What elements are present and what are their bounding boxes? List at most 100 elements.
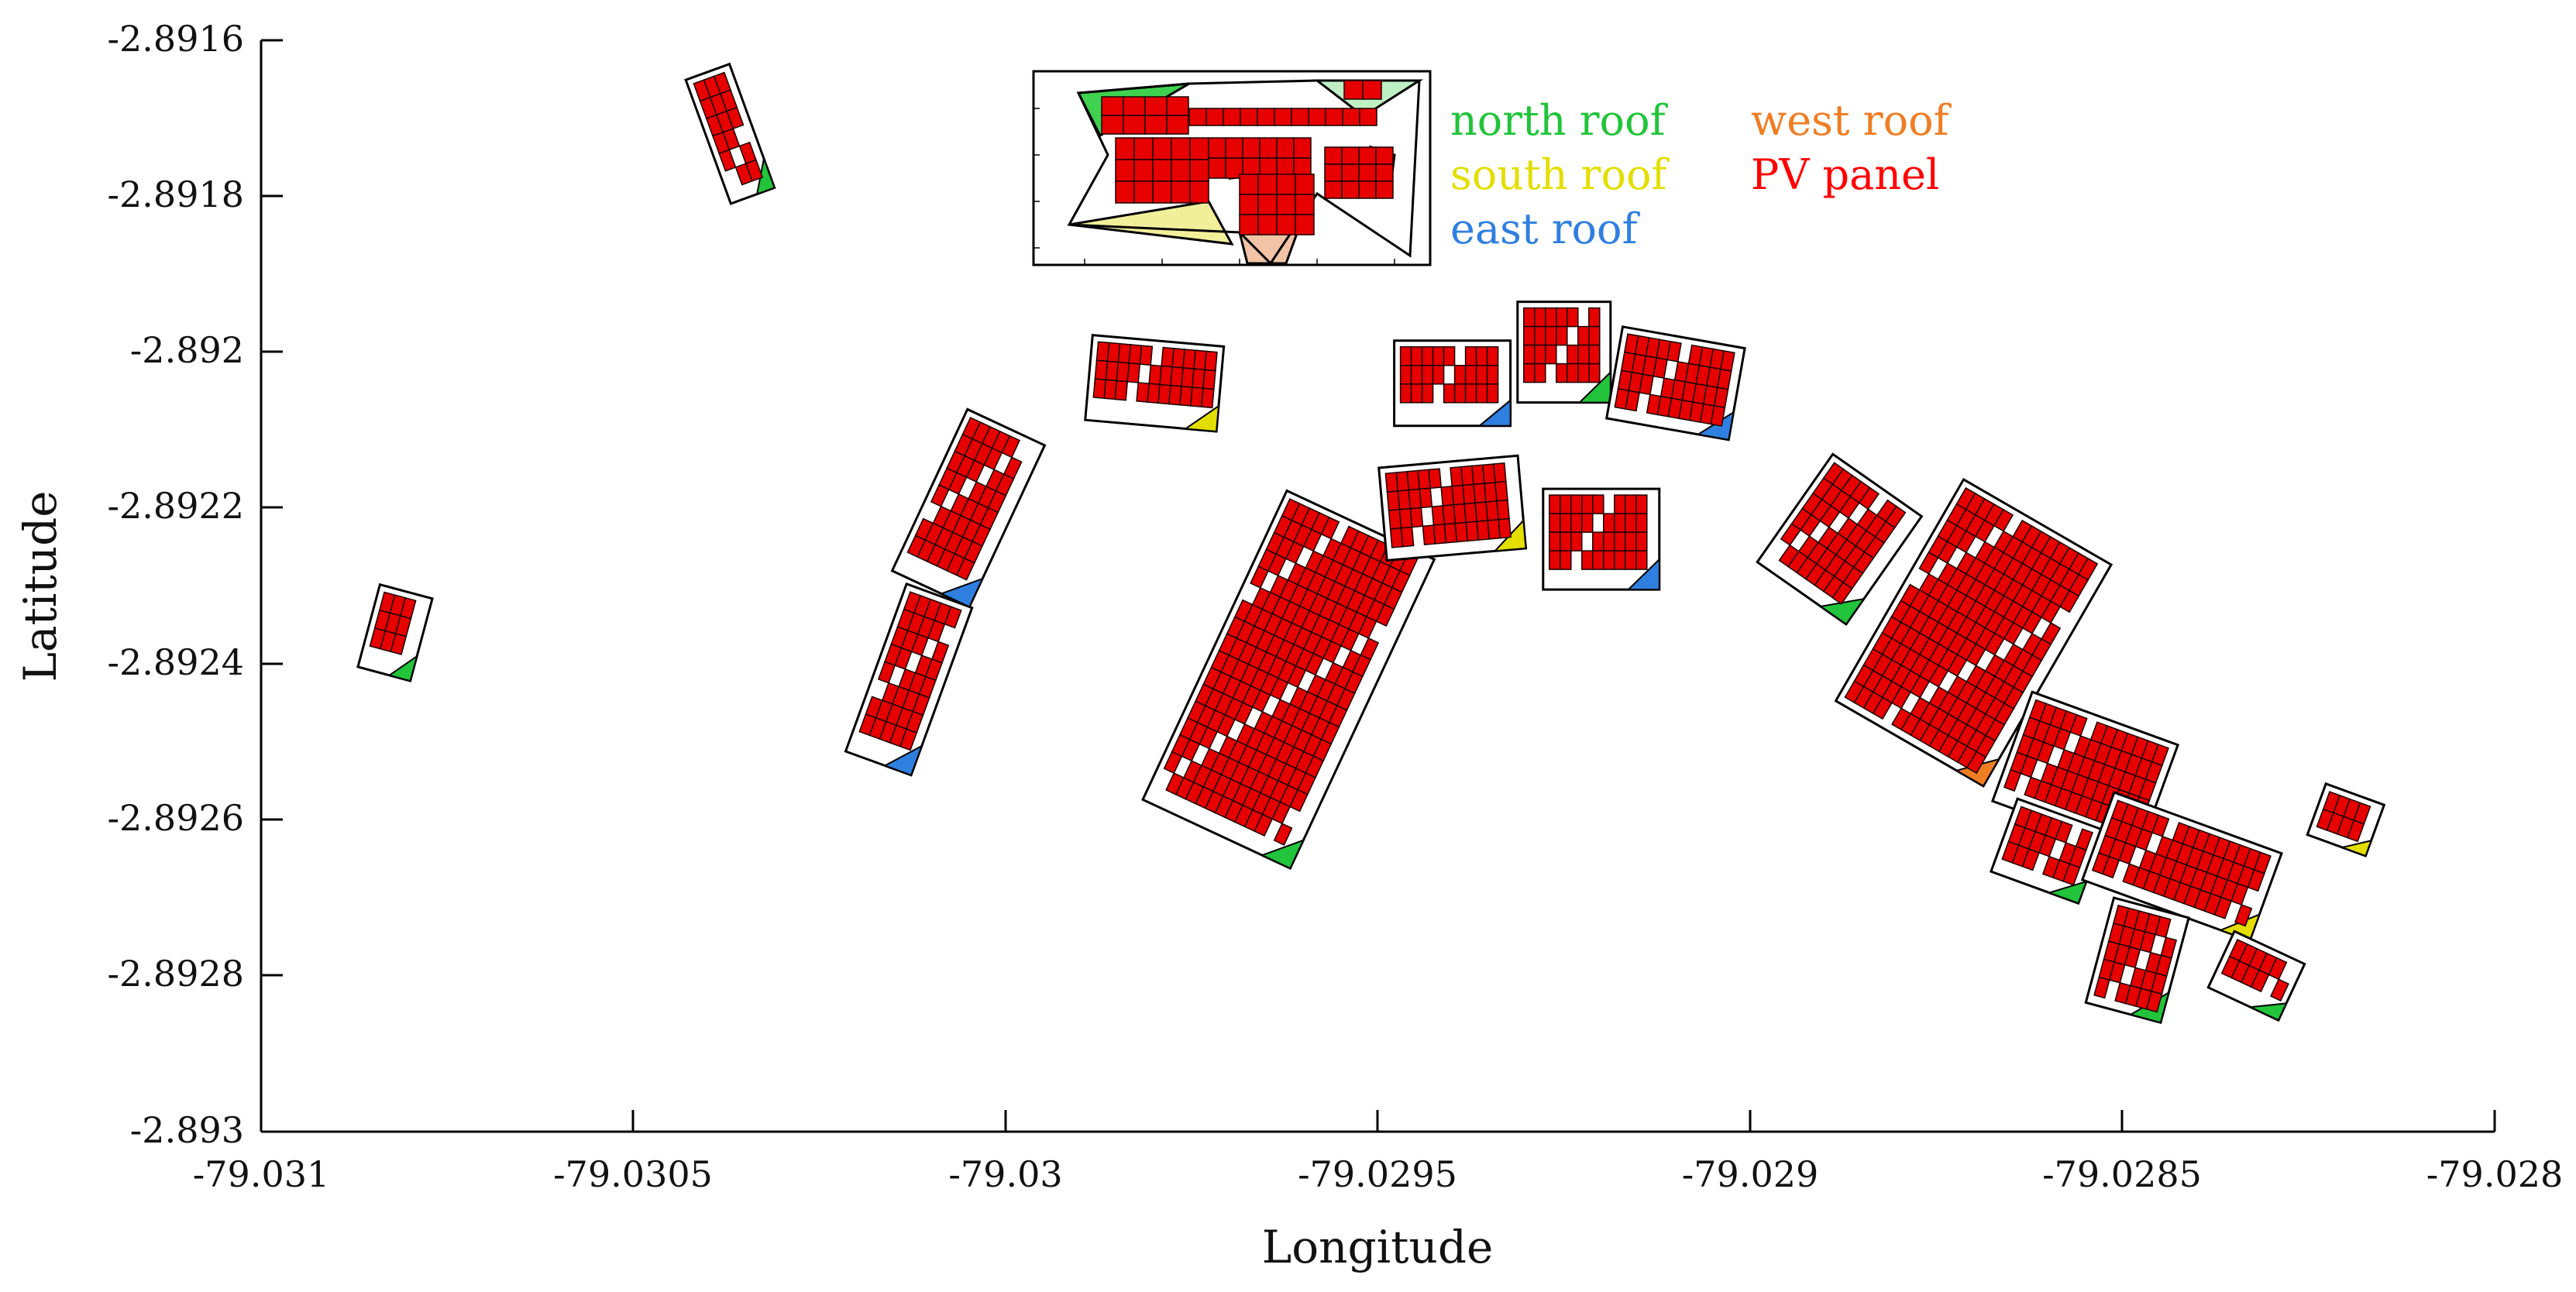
pv-panel [1486,365,1499,385]
pv-panel [1251,689,1271,713]
pv-panel [930,484,950,507]
building-footprint [844,582,974,777]
pv-panel [1523,344,1536,365]
pv-panel [2036,741,2055,765]
north-roof-face [2046,880,2088,905]
pv-panel [1523,307,1536,328]
legend: north roof south roof east roof west roo… [1450,96,1952,253]
pv-panel [1410,383,1423,404]
inset-pv-panel [1257,214,1278,235]
pv-panel [1890,686,1912,710]
pv-panel [2139,930,2156,954]
pv-panel [1233,702,1254,725]
pv-panel [1567,344,1579,365]
pv-panel [1204,350,1218,372]
pv-panel [1202,369,1216,390]
pv-panel [1570,531,1583,552]
inset-pv-panel [1189,159,1209,182]
pv-panel [1340,628,1360,651]
pv-panel [1254,813,1274,837]
pv-panel [1780,523,1802,546]
pv-panel [1556,307,1568,328]
pv-panel [1947,654,1968,678]
pv-panel [1419,487,1433,509]
inset-pv-panel [1239,214,1259,235]
inset-pv-panel [1362,80,1382,100]
x-tick-label: -79.0295 [1298,1153,1457,1195]
pv-panel [1375,603,1395,627]
pv-panel [910,633,929,657]
pv-panel [2108,961,2126,984]
pv-panel [1635,550,1648,570]
pv-panel [2270,978,2289,1002]
x-axis-title: Longitude [1262,1221,1494,1273]
x-tick-label: -79.0285 [2042,1153,2202,1195]
inset-pv-panel [1115,180,1135,204]
inset-pv-panel [1358,180,1377,199]
pv-panel [2101,855,2120,879]
pv-panel [1432,365,1445,385]
pv-panel [1464,383,1477,404]
pv-panel [1577,344,1590,365]
building-footprint [1393,339,1512,428]
pv-panel [1635,494,1648,514]
inset-pv-panel [1358,146,1377,165]
pv-panel [1800,514,1821,538]
pv-panel [2234,904,2253,927]
inset-pv-panel [1144,96,1168,116]
pv-panel [1838,496,1860,519]
pv-panel [1114,380,1129,401]
pv-panel [1545,307,1557,328]
inset-pv-panel [1324,163,1343,182]
inset-pv-panel [1342,108,1360,126]
pv-panel [2230,882,2249,905]
inset-pv-panel [1257,108,1275,126]
y-tick-label: -2.8916 [108,18,245,60]
y-tick-label: -2.8924 [108,641,245,683]
pv-panel [1199,726,1219,750]
pv-panel [1549,494,1561,514]
legend-pv-panel: PV panel [1751,150,1939,199]
inset-pv-panel [1325,108,1343,126]
south-roof-face [1183,404,1220,433]
building-footprint [1377,454,1528,562]
north-roof-face [387,654,418,682]
pv-panel [1493,462,1507,483]
north-roof-face [2247,1002,2288,1022]
pv-panel [1588,344,1601,365]
y-tick-label: -2.8918 [108,174,245,215]
pv-panel [1570,494,1583,514]
pv-panel [1534,325,1546,346]
pv-panel [1592,550,1604,570]
inset-pv-panel [1208,157,1226,179]
pv-panel [1966,643,1986,667]
inset-pv-panel [1341,180,1360,199]
pv-panel [955,557,975,581]
pv-panel [1216,713,1236,737]
pv-panel [1614,550,1626,570]
pv-panel [1549,531,1561,552]
pv-panel [1831,581,1853,605]
inset-pv-panel [1324,146,1343,165]
pv-panel [2213,896,2232,919]
pv-panel [1181,738,1201,762]
inset-pv-panel [1101,115,1124,135]
pv-panel [1710,405,1726,427]
y-axis-title: Latitude [14,490,67,682]
pv-panel [1614,513,1626,533]
east-roof-face [1626,557,1660,591]
inset-pv-panel [1341,163,1360,182]
pv-panel [1592,494,1604,514]
pv-panel [1400,526,1415,548]
x-ticks [260,1110,2496,1132]
pv-panel [1625,494,1637,514]
pv-panel [1567,363,1579,383]
pv-panel [1570,513,1583,533]
pv-panel [1534,344,1546,365]
building-footprint [1834,477,2113,788]
pv-panel [1937,541,1958,565]
building-footprint [684,62,776,205]
pv-panel [745,159,764,182]
inset-pv-panel [1123,115,1146,135]
inset-pv-panel [1295,214,1315,235]
